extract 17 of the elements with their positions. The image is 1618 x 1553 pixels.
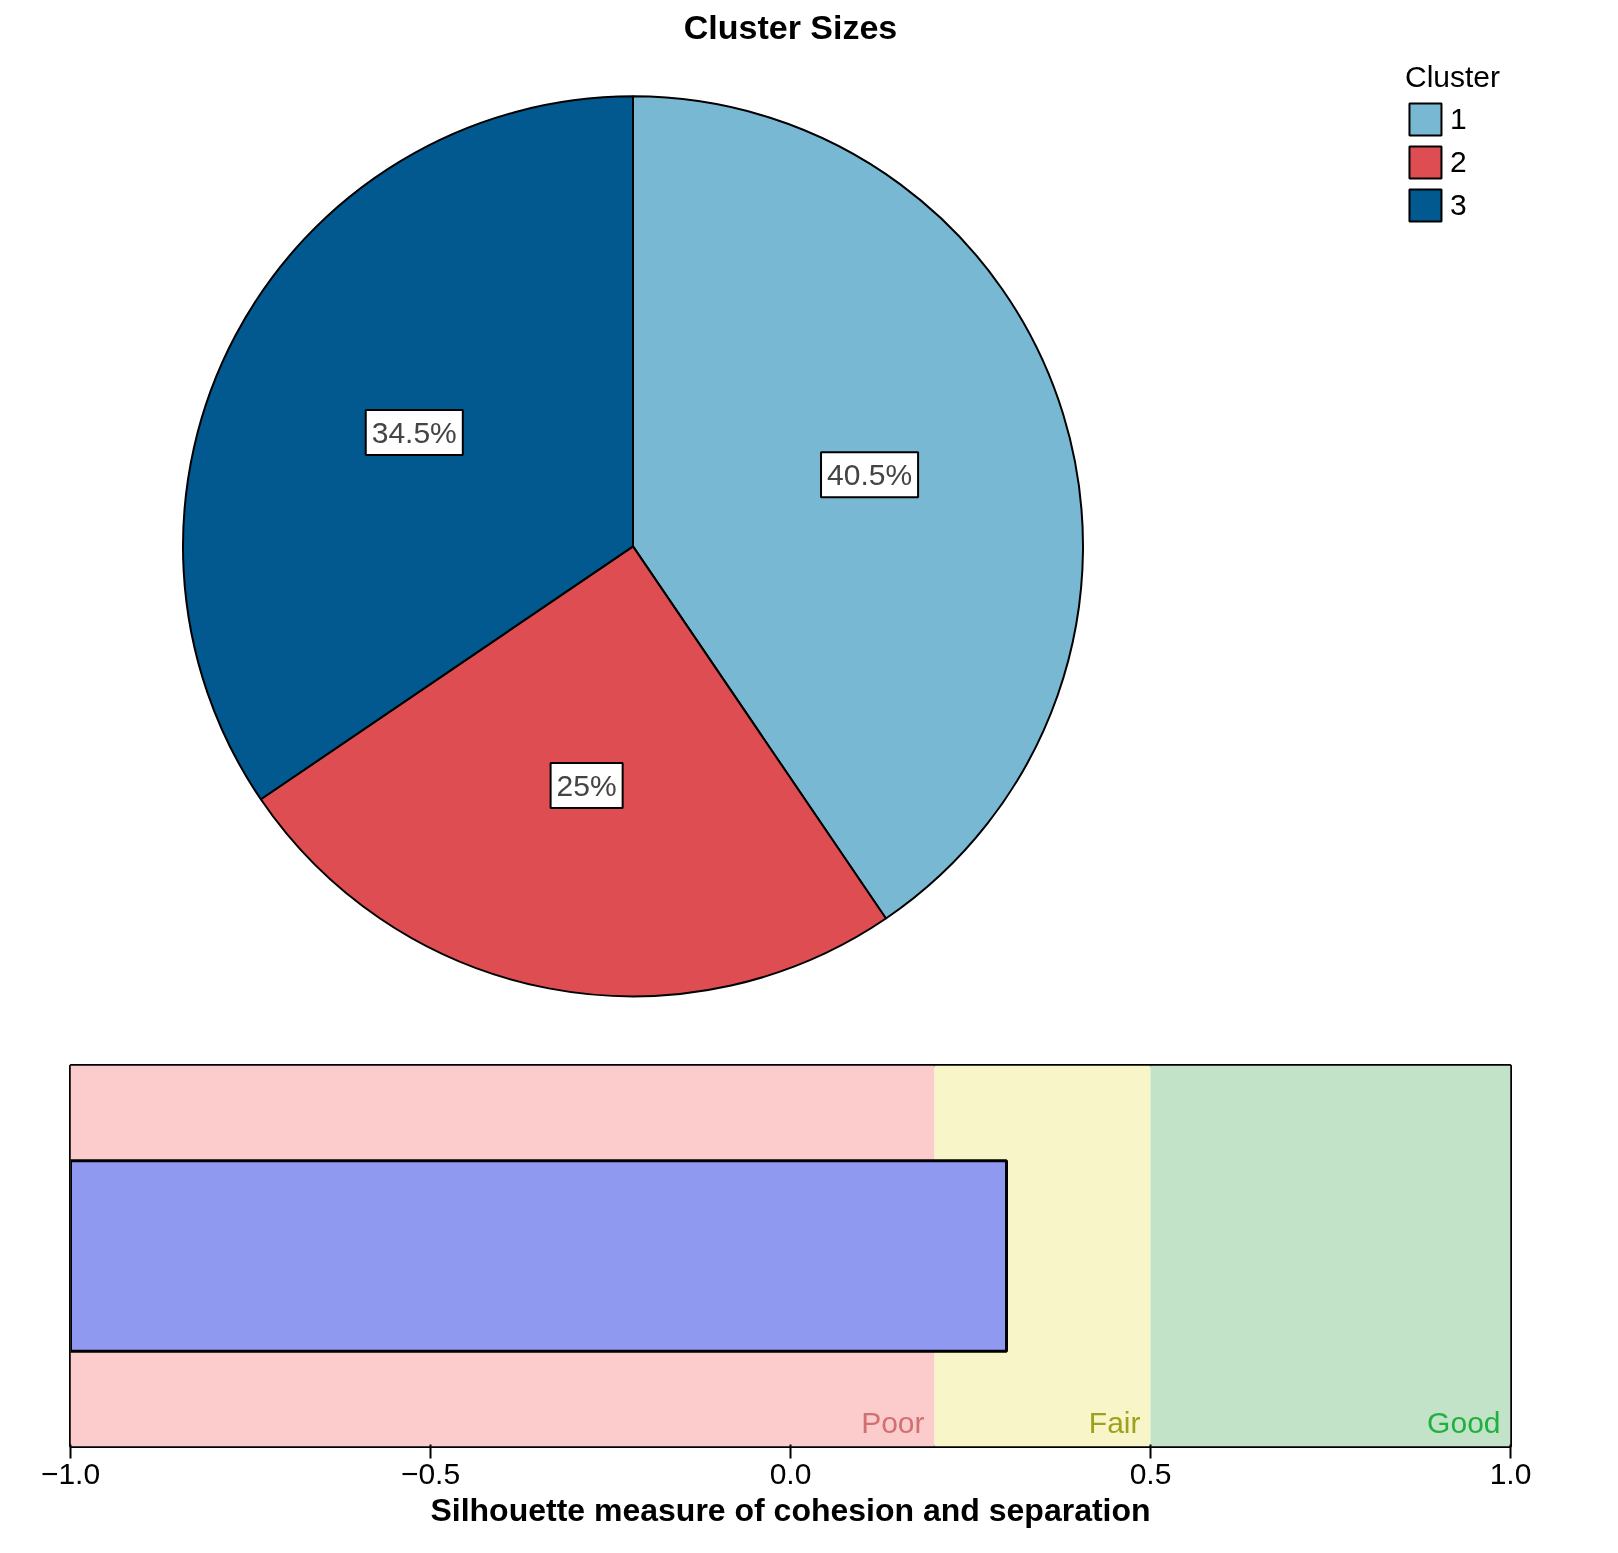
band-label: Fair (1088, 1405, 1141, 1439)
x-tick-label: −1.0 (40, 1456, 101, 1490)
x-tick-label: 0.0 (769, 1456, 812, 1490)
data-label: 25% (556, 769, 617, 803)
x-tick-label: −0.5 (400, 1456, 461, 1490)
x-tick-label: 1.0 (1489, 1456, 1532, 1490)
x-axis-title: Silhouette measure of cohesion and separation (430, 1491, 1151, 1528)
data-label: 40.5% (827, 458, 913, 492)
legend-title: Cluster (1404, 60, 1500, 94)
band-label: Poor (861, 1405, 925, 1439)
legend-label: 2 (1449, 145, 1468, 179)
data-label: 34.5% (371, 415, 457, 449)
legend-label: 1 (1449, 102, 1468, 136)
chart-title: Cluster Sizes (683, 7, 898, 46)
x-tick-label: 0.5 (1129, 1456, 1172, 1490)
band-label: Good (1427, 1405, 1501, 1439)
legend-label: 3 (1449, 188, 1468, 222)
